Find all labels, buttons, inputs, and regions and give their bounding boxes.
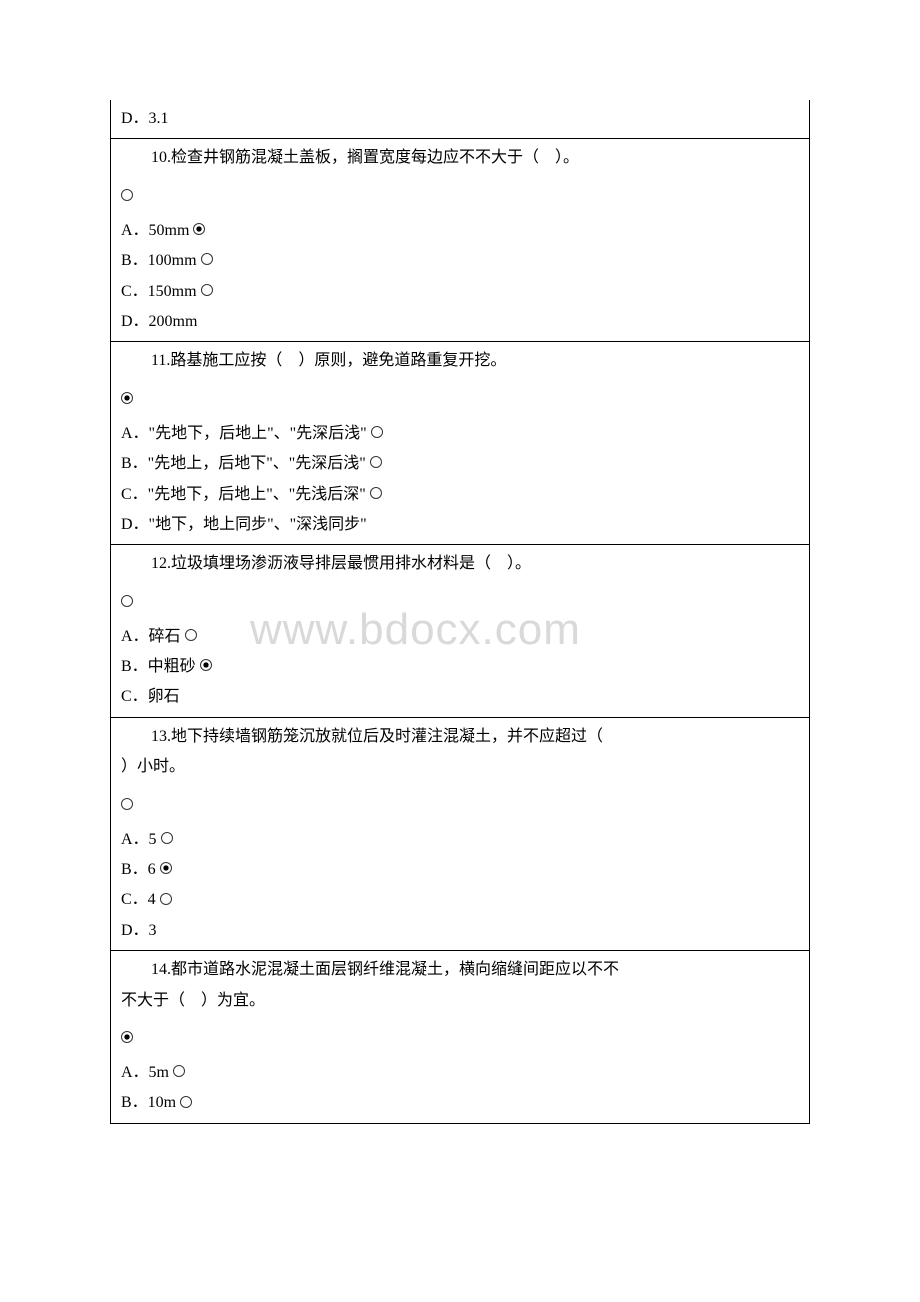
radio-selected-icon[interactable] (193, 223, 205, 235)
q13-question-line1: 13.地下持续墙钢筋笼沉放就位后及时灌注混凝土，并不应超过（ (121, 722, 799, 752)
radio-selected-icon[interactable] (121, 1031, 133, 1043)
radio-empty-icon[interactable] (201, 284, 213, 296)
q13-option-c[interactable]: C．4 (121, 885, 799, 915)
radio-empty-icon[interactable] (201, 253, 213, 265)
q12-question-text: 12.垃圾填埋场渗沥液导排层最惯用排水材料是（ ）。 (121, 549, 799, 579)
radio-selected-icon[interactable] (160, 862, 172, 874)
q10-option-d-label: D．200mm (121, 307, 197, 337)
q11-option-d-label: D．"地下，地上同步"、"深浅同步" (121, 510, 367, 540)
q11-leading-radio-row (121, 377, 799, 419)
question-12: 12.垃圾填埋场渗沥液导排层最惯用排水材料是（ ）。 A．碎石 B．中粗砂 C．… (111, 544, 809, 717)
radio-empty-icon[interactable] (173, 1065, 185, 1077)
radio-empty-icon[interactable] (160, 893, 172, 905)
q12-option-a[interactable]: A．碎石 (121, 622, 799, 652)
q12-option-a-label: A．碎石 (121, 622, 181, 652)
q11-question-text: 11.路基施工应按（ ）原则，避免道路重复开挖。 (121, 346, 799, 376)
q14-option-a[interactable]: A．5m (121, 1058, 799, 1088)
q12-option-b-label: B．中粗砂 (121, 652, 196, 682)
q10-option-b[interactable]: B．100mm (121, 246, 799, 276)
question-14: 14.都市道路水泥混凝土面层钢纤维混凝土，横向缩缝间距应以不不 不大于（ ）为宜… (111, 950, 809, 1123)
q12-option-b[interactable]: B．中粗砂 (121, 652, 799, 682)
q13-option-c-label: C．4 (121, 885, 156, 915)
question-10: 10.检查井钢筋混凝土盖板，搁置宽度每边应不不大于（ ）。 A．50mm B．1… (111, 138, 809, 341)
radio-empty-icon[interactable] (180, 1096, 192, 1108)
q14-option-b-label: B．10m (121, 1088, 176, 1118)
q11-option-b-label: B．"先地上，后地下"、"先深后浅" (121, 449, 366, 479)
radio-empty-icon[interactable] (371, 426, 383, 438)
radio-selected-icon[interactable] (200, 659, 212, 671)
radio-empty-icon[interactable] (370, 487, 382, 499)
q14-question-line1: 14.都市道路水泥混凝土面层钢纤维混凝土，横向缩缝间距应以不不 (121, 955, 799, 985)
q10-question-text: 10.检查井钢筋混凝土盖板，搁置宽度每边应不不大于（ ）。 (121, 143, 799, 173)
q11-option-a-label: A．"先地下，后地上"、"先深后浅" (121, 419, 367, 449)
q11-option-c-label: C．"先地下，后地上"、"先浅后深" (121, 480, 366, 510)
question-9-tail: D．3.1 (111, 100, 809, 138)
q13-option-b-label: B．6 (121, 855, 156, 885)
q13-option-d[interactable]: D．3 (121, 916, 799, 946)
q13-option-a-label: A．5 (121, 825, 157, 855)
q10-option-c[interactable]: C．150mm (121, 277, 799, 307)
question-13: 13.地下持续墙钢筋笼沉放就位后及时灌注混凝土，并不应超过（ ）小时。 A．5 … (111, 717, 809, 950)
q10-option-b-label: B．100mm (121, 246, 197, 276)
radio-empty-icon[interactable] (161, 832, 173, 844)
q10-option-c-label: C．150mm (121, 277, 197, 307)
question-11: 11.路基施工应按（ ）原则，避免道路重复开挖。 A．"先地下，后地上"、"先深… (111, 341, 809, 544)
radio-empty-icon[interactable] (370, 456, 382, 468)
q12-option-c[interactable]: C．卵石 (121, 682, 799, 712)
q11-option-a[interactable]: A．"先地下，后地上"、"先深后浅" (121, 419, 799, 449)
q13-leading-radio-row (121, 783, 799, 825)
q13-question-line2: ）小时。 (121, 752, 799, 782)
q11-option-b[interactable]: B．"先地上，后地下"、"先深后浅" (121, 449, 799, 479)
q11-option-d[interactable]: D．"地下，地上同步"、"深浅同步" (121, 510, 799, 540)
q14-leading-radio-row (121, 1016, 799, 1058)
q13-option-d-label: D．3 (121, 916, 157, 946)
q9-option-d: D．3.1 (121, 104, 799, 134)
q12-option-c-label: C．卵石 (121, 682, 180, 712)
q10-option-a-label: A．50mm (121, 216, 189, 246)
q14-question-line2: 不大于（ ）为宜。 (121, 986, 799, 1016)
q11-option-c[interactable]: C．"先地下，后地上"、"先浅后深" (121, 480, 799, 510)
q13-option-a[interactable]: A．5 (121, 825, 799, 855)
q14-option-a-label: A．5m (121, 1058, 169, 1088)
radio-selected-icon[interactable] (121, 392, 133, 404)
q10-option-a[interactable]: A．50mm (121, 216, 799, 246)
radio-empty-icon[interactable] (121, 189, 133, 201)
radio-empty-icon[interactable] (185, 629, 197, 641)
q10-option-d[interactable]: D．200mm (121, 307, 799, 337)
q10-leading-radio-row (121, 174, 799, 216)
content-wrapper: D．3.1 10.检查井钢筋混凝土盖板，搁置宽度每边应不不大于（ ）。 A．50… (110, 100, 810, 1124)
radio-empty-icon[interactable] (121, 595, 133, 607)
questions-table: D．3.1 10.检查井钢筋混凝土盖板，搁置宽度每边应不不大于（ ）。 A．50… (110, 100, 810, 1124)
q12-leading-radio-row (121, 580, 799, 622)
q13-option-b[interactable]: B．6 (121, 855, 799, 885)
q9-option-d-label: D．3.1 (121, 104, 169, 134)
q14-option-b[interactable]: B．10m (121, 1088, 799, 1118)
radio-empty-icon[interactable] (121, 798, 133, 810)
